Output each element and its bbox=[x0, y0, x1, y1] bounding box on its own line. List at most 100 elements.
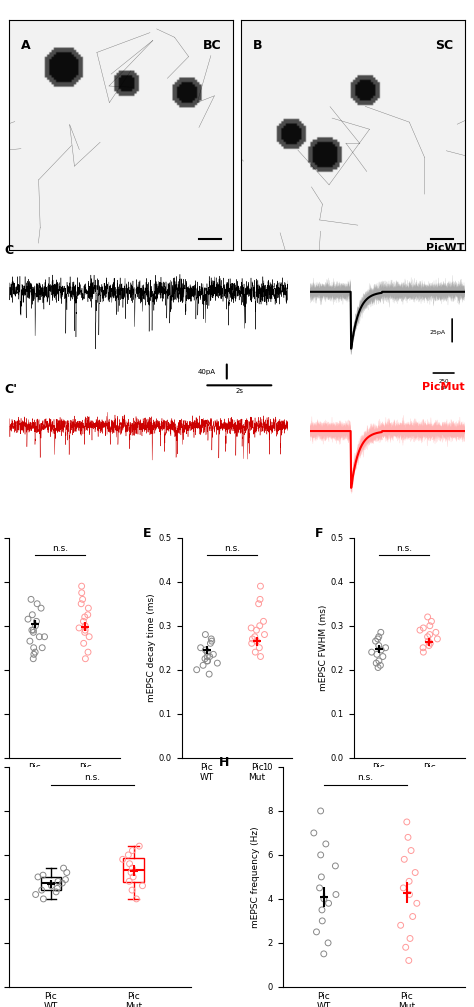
Text: F: F bbox=[315, 527, 323, 540]
Point bbox=[374, 630, 382, 646]
Point bbox=[203, 644, 211, 661]
Point bbox=[85, 628, 93, 644]
Point bbox=[397, 917, 404, 933]
Point bbox=[255, 596, 263, 612]
Point bbox=[260, 613, 267, 629]
Point bbox=[133, 891, 140, 907]
Point bbox=[78, 585, 85, 601]
Point bbox=[81, 624, 89, 640]
Point bbox=[419, 644, 427, 661]
Point bbox=[26, 633, 34, 650]
Point bbox=[28, 606, 36, 622]
Point bbox=[416, 622, 424, 638]
Point bbox=[426, 617, 434, 633]
Point bbox=[193, 662, 201, 678]
Point bbox=[247, 620, 255, 636]
Point bbox=[409, 908, 417, 924]
Point bbox=[32, 617, 39, 633]
Point bbox=[33, 596, 41, 612]
Point bbox=[425, 637, 433, 654]
Text: n.s.: n.s. bbox=[52, 544, 68, 553]
Point bbox=[128, 882, 136, 898]
Point bbox=[52, 884, 60, 900]
Point bbox=[377, 641, 385, 658]
Point bbox=[33, 613, 40, 629]
Text: n.s.: n.s. bbox=[84, 773, 100, 781]
Point bbox=[84, 644, 92, 661]
Point bbox=[320, 946, 328, 962]
Point bbox=[205, 666, 213, 682]
Point bbox=[401, 851, 408, 867]
Point bbox=[128, 864, 135, 880]
Point bbox=[82, 651, 89, 667]
Point bbox=[368, 644, 375, 661]
Point bbox=[199, 658, 207, 674]
Point bbox=[377, 624, 384, 640]
Text: n.s.: n.s. bbox=[396, 544, 412, 553]
Point bbox=[201, 651, 209, 667]
Point bbox=[40, 891, 47, 907]
Point bbox=[125, 847, 132, 863]
Point bbox=[129, 869, 137, 885]
Point bbox=[319, 912, 326, 928]
Point bbox=[317, 803, 324, 819]
Point bbox=[419, 639, 427, 656]
Text: PicWT: PicWT bbox=[426, 243, 465, 253]
Y-axis label: mEPSC frequency (Hz): mEPSC frequency (Hz) bbox=[250, 826, 259, 927]
Point bbox=[407, 843, 415, 859]
Point bbox=[201, 626, 209, 642]
Point bbox=[256, 617, 264, 633]
Point bbox=[197, 639, 204, 656]
Point bbox=[204, 653, 211, 669]
Point bbox=[48, 878, 55, 894]
Text: 40pA: 40pA bbox=[198, 369, 216, 375]
Point bbox=[207, 635, 214, 652]
Point bbox=[428, 613, 435, 629]
Point bbox=[81, 609, 89, 625]
Point bbox=[317, 847, 325, 863]
Point bbox=[31, 644, 39, 661]
Point bbox=[24, 611, 32, 627]
Point bbox=[30, 646, 37, 663]
Point bbox=[424, 609, 431, 625]
Point bbox=[38, 882, 46, 898]
Text: n.s.: n.s. bbox=[224, 544, 240, 553]
Point bbox=[136, 838, 143, 854]
Point bbox=[82, 617, 89, 633]
Point bbox=[36, 628, 43, 644]
Text: n.s.: n.s. bbox=[357, 773, 374, 782]
Point bbox=[373, 656, 380, 672]
Point bbox=[27, 591, 35, 607]
Point bbox=[30, 639, 37, 656]
Point bbox=[37, 600, 45, 616]
Point bbox=[210, 646, 217, 663]
Point bbox=[82, 622, 89, 638]
Point bbox=[62, 871, 69, 887]
Point bbox=[58, 875, 66, 891]
Text: BC: BC bbox=[203, 38, 221, 51]
Point bbox=[253, 622, 260, 638]
Point bbox=[432, 624, 440, 640]
Text: C: C bbox=[4, 244, 13, 257]
Point bbox=[375, 653, 383, 669]
Point bbox=[322, 836, 329, 852]
Point bbox=[39, 867, 47, 883]
Point bbox=[316, 880, 323, 896]
Point bbox=[84, 600, 92, 616]
Point bbox=[374, 660, 382, 676]
Point bbox=[413, 895, 420, 911]
Point bbox=[261, 626, 268, 642]
Point bbox=[404, 830, 412, 846]
Point bbox=[41, 628, 48, 644]
Point bbox=[255, 639, 263, 656]
Text: H: H bbox=[219, 756, 229, 769]
Point bbox=[208, 630, 215, 646]
Point bbox=[318, 902, 326, 918]
Point bbox=[139, 878, 146, 894]
Point bbox=[29, 651, 37, 667]
Point bbox=[375, 628, 383, 644]
Point bbox=[38, 639, 46, 656]
Y-axis label: mEPSC decay time (ms): mEPSC decay time (ms) bbox=[147, 593, 156, 702]
Point bbox=[373, 646, 381, 663]
Text: C': C' bbox=[4, 383, 17, 396]
